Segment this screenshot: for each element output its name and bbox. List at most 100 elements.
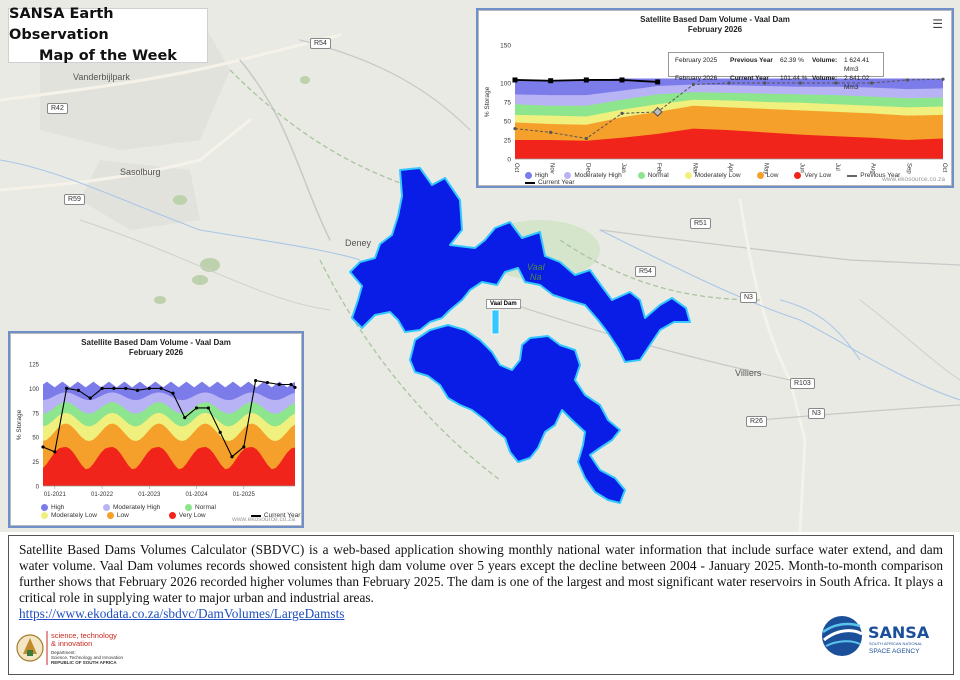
y-axis-label: % Storage — [16, 409, 23, 440]
dept-line2: & innovation — [51, 639, 92, 648]
description-text: Satellite Based Dams Volumes Calculator … — [19, 542, 943, 605]
chart-seasonal[interactable]: Satellite Based Dam Volume - Vaal Dam Fe… — [478, 10, 952, 186]
place-label-vanderbijlpark: Vanderbijlpark — [73, 72, 130, 82]
legend-b-very-low-label: Very Low — [178, 512, 206, 519]
x-tick-label: Mar — [691, 163, 697, 173]
legend-b-mod-high[interactable]: Moderately High — [103, 504, 175, 511]
y-tick-label: 75 — [504, 100, 512, 107]
tooltip-row2-kind: Current Year — [730, 75, 769, 82]
legend-previous-year[interactable]: Previous Year — [847, 172, 900, 179]
chart-multiyear-legend: High Moderately High Normal Moderately L… — [41, 504, 301, 519]
point-current-year — [88, 396, 92, 400]
sbdvc-link[interactable]: https://www.ekodata.co.za/sbdvc/DamVolum… — [19, 606, 345, 621]
y-tick-label: 150 — [500, 43, 511, 50]
tooltip-row1-period: February 2025 — [675, 57, 718, 64]
x-tick-label: Jan — [620, 163, 626, 173]
point-current-year — [76, 388, 81, 392]
legend-b-high-label: High — [51, 504, 65, 511]
sansa-sub2: SPACE AGENCY — [869, 648, 920, 655]
legend-very-low-label: Very Low — [804, 172, 832, 179]
y-tick-label: 25 — [32, 460, 39, 466]
point-current-year — [289, 382, 293, 387]
x-tick-label: Apr — [727, 163, 733, 172]
chart-multiyear[interactable]: Satellite Based Dam Volume - Vaal Dam Fe… — [10, 333, 302, 526]
tooltip-row2-pct: 101.44 % — [780, 75, 808, 82]
chart-multiyear-title: Satellite Based Dam Volume - Vaal Dam — [81, 338, 231, 347]
point-previous-year — [727, 81, 731, 85]
point-current-year — [242, 445, 246, 449]
chart-seasonal-plot: 0 25 50 75 100 150 % Storage Oct Nov Dec Jan Feb Mar… — [484, 43, 947, 175]
hover-point-previous-year — [652, 106, 663, 117]
point-current-year — [293, 385, 297, 390]
legend-b-mod-low[interactable]: Moderately Low — [41, 512, 97, 519]
point-current-year — [277, 382, 281, 387]
point-previous-year — [834, 81, 838, 85]
point-current-year — [265, 380, 270, 385]
x-tick-label: Nov — [549, 163, 555, 174]
map-area[interactable]: SANSA Earth Observation Map of the Week … — [0, 0, 960, 532]
point-current-year — [548, 78, 554, 84]
point-current-year — [655, 79, 661, 85]
tooltip-row2-period: February 2026 — [675, 75, 718, 82]
legend-mod-low[interactable]: Moderately Low — [684, 172, 741, 179]
legend-b-current-year[interactable]: Current Year — [250, 512, 301, 519]
road-shield-r54-top: R54 — [310, 38, 331, 49]
point-previous-year — [870, 81, 874, 85]
tooltip-row1-vol: 1 624.41 Mm3 — [844, 57, 870, 73]
chart-multiyear-plot: 0 25 50 75 100 125 % Storage 01-2021 01-2022 01-2… — [16, 363, 297, 498]
legend-previous-year-label: Previous Year — [860, 172, 901, 179]
point-current-year — [512, 77, 518, 83]
point-previous-year — [941, 77, 945, 81]
road-shield-n3-south: N3 — [808, 408, 825, 419]
legend-current-year[interactable]: Current Year — [525, 179, 575, 186]
legend-b-current-year-label: Current Year — [263, 512, 301, 519]
band-very-low — [515, 128, 943, 159]
point-current-year — [183, 416, 187, 420]
legend-very-low[interactable]: Very Low — [794, 172, 831, 179]
legend-normal[interactable]: Normal — [637, 172, 669, 179]
sansa-logo: SANSA SOUTH AFRICAN NATIONAL SPACE AGENC… — [818, 612, 948, 662]
road-shield-r26: R26 — [746, 416, 767, 427]
description-panel: Satellite Based Dams Volumes Calculator … — [8, 535, 954, 675]
chart-seasonal-subtitle: February 2026 — [687, 25, 743, 34]
point-current-year — [230, 455, 234, 459]
chart-seasonal-title: Satellite Based Dam Volume - Vaal Dam — [640, 15, 790, 24]
dsti-logo: science, technology & innovation Departm… — [14, 628, 164, 668]
legend-b-normal-label: Normal — [195, 504, 216, 511]
y-tick-label: 100 — [29, 387, 40, 393]
map-title-line2: Map of the Week — [39, 48, 177, 65]
y-tick-label: 0 — [36, 485, 40, 491]
legend-mod-high[interactable]: Moderately High — [564, 172, 622, 179]
point-current-year — [65, 386, 69, 390]
point-previous-year — [584, 136, 588, 141]
legend-b-very-low[interactable]: Very Low — [168, 512, 241, 519]
point-current-year — [100, 386, 104, 390]
legend-high[interactable]: High — [525, 172, 548, 179]
point-current-year — [218, 430, 222, 434]
legend-current-year-label: Current Year — [538, 179, 575, 186]
legend-b-low[interactable]: Low — [106, 512, 159, 519]
chart-seasonal-credit: www.ekosource.co.za — [882, 176, 945, 183]
point-previous-year — [620, 111, 624, 115]
legend-b-normal[interactable]: Normal — [185, 504, 237, 511]
legend-low[interactable]: Low — [756, 172, 778, 179]
legend-b-low-label: Low — [116, 512, 129, 519]
point-current-year — [147, 386, 151, 390]
chart-seasonal-legend: High Moderately High Normal Moderately L… — [525, 172, 945, 186]
place-label-villiers: Villiers — [735, 368, 762, 378]
point-previous-year — [513, 127, 517, 131]
road-shield-n3: N3 — [740, 292, 757, 303]
dam-label: Vaal Dam — [486, 299, 521, 309]
x-tick-label: Oct — [513, 163, 519, 173]
hamburger-menu-icon[interactable]: ☰ — [932, 17, 943, 31]
tooltip-row2-vol: 2 641.02 Mm3 — [844, 75, 870, 91]
road-shield-r42: R42 — [47, 103, 68, 114]
point-current-year — [124, 386, 128, 390]
place-label-reserve-2: Na — [530, 272, 542, 282]
band-very-low — [43, 446, 295, 486]
y-tick-label: 50 — [32, 436, 39, 442]
y-tick-label: 50 — [504, 119, 512, 126]
x-tick-label: 01-2024 — [186, 492, 209, 498]
legend-b-high[interactable]: High — [41, 504, 93, 511]
point-current-year — [619, 77, 625, 83]
